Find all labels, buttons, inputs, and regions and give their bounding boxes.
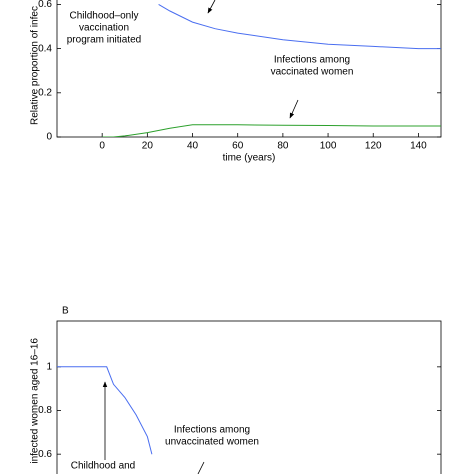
plot-frame: [56, 320, 442, 474]
plot-area: [57, 366, 153, 455]
plot-area: [102, 3, 441, 137]
x-tick-label: 140: [410, 141, 427, 152]
x-tick-label: 40: [187, 141, 199, 152]
data-line: [102, 124, 441, 137]
annotation: program initiated: [67, 35, 141, 46]
y-tick-label: 0.8: [38, 405, 52, 416]
y-tick-label: 0.2: [38, 87, 52, 98]
annotation: Childhood–only: [70, 11, 139, 22]
annotation: Infections among: [174, 425, 250, 436]
annotation: Childhood and: [71, 461, 136, 472]
y-axis-label: Relative proportion of infec: [30, 6, 41, 125]
annotation: vaccinated women: [271, 67, 354, 78]
annotation: Infections among: [274, 55, 350, 66]
data-line: [158, 3, 441, 50]
data-line: [57, 366, 153, 455]
annotation: unvaccinated women: [165, 437, 259, 448]
x-tick-label: 120: [365, 141, 382, 152]
y-tick-label: 0.6: [38, 449, 52, 460]
arrow: [289, 99, 299, 119]
arrow: [207, 0, 216, 14]
x-tick-label: 60: [232, 141, 244, 152]
x-tick-label: 20: [142, 141, 154, 152]
y-axis-label: infected women aged 16–16: [30, 338, 41, 464]
x-tick-label: 80: [277, 141, 289, 152]
arrow: [197, 461, 205, 474]
x-tick-label: 0: [99, 141, 105, 152]
y-tick-label: 0: [46, 132, 52, 143]
y-tick-label: 1: [46, 361, 52, 372]
annotation: vaccination: [79, 23, 129, 34]
panel-label: B: [62, 306, 69, 317]
y-tick-label: 0.4: [38, 43, 52, 54]
y-tick-label: 0.6: [38, 0, 52, 10]
x-axis-label: time (years): [223, 153, 276, 164]
x-tick-label: 100: [320, 141, 337, 152]
plot-frame: [56, 0, 442, 138]
